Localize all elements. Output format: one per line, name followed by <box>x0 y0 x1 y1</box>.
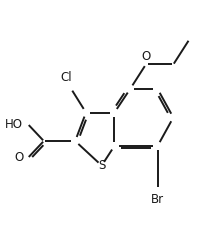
Text: O: O <box>14 151 23 164</box>
Text: HO: HO <box>5 118 23 131</box>
Text: S: S <box>98 159 105 172</box>
Text: Br: Br <box>151 193 164 207</box>
Text: Cl: Cl <box>60 71 72 84</box>
Text: O: O <box>141 49 151 63</box>
